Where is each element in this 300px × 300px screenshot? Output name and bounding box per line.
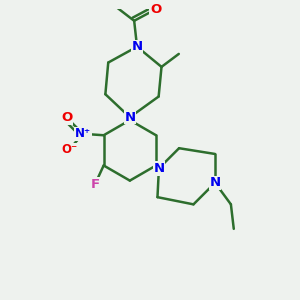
Text: N: N bbox=[153, 162, 164, 175]
Text: F: F bbox=[91, 178, 100, 191]
Text: O: O bbox=[61, 112, 73, 124]
Text: N: N bbox=[209, 176, 220, 189]
Text: N: N bbox=[131, 40, 142, 53]
Text: O⁻: O⁻ bbox=[61, 143, 77, 156]
Text: N: N bbox=[124, 111, 135, 124]
Text: O: O bbox=[150, 3, 161, 16]
Text: N⁺: N⁺ bbox=[75, 127, 91, 140]
